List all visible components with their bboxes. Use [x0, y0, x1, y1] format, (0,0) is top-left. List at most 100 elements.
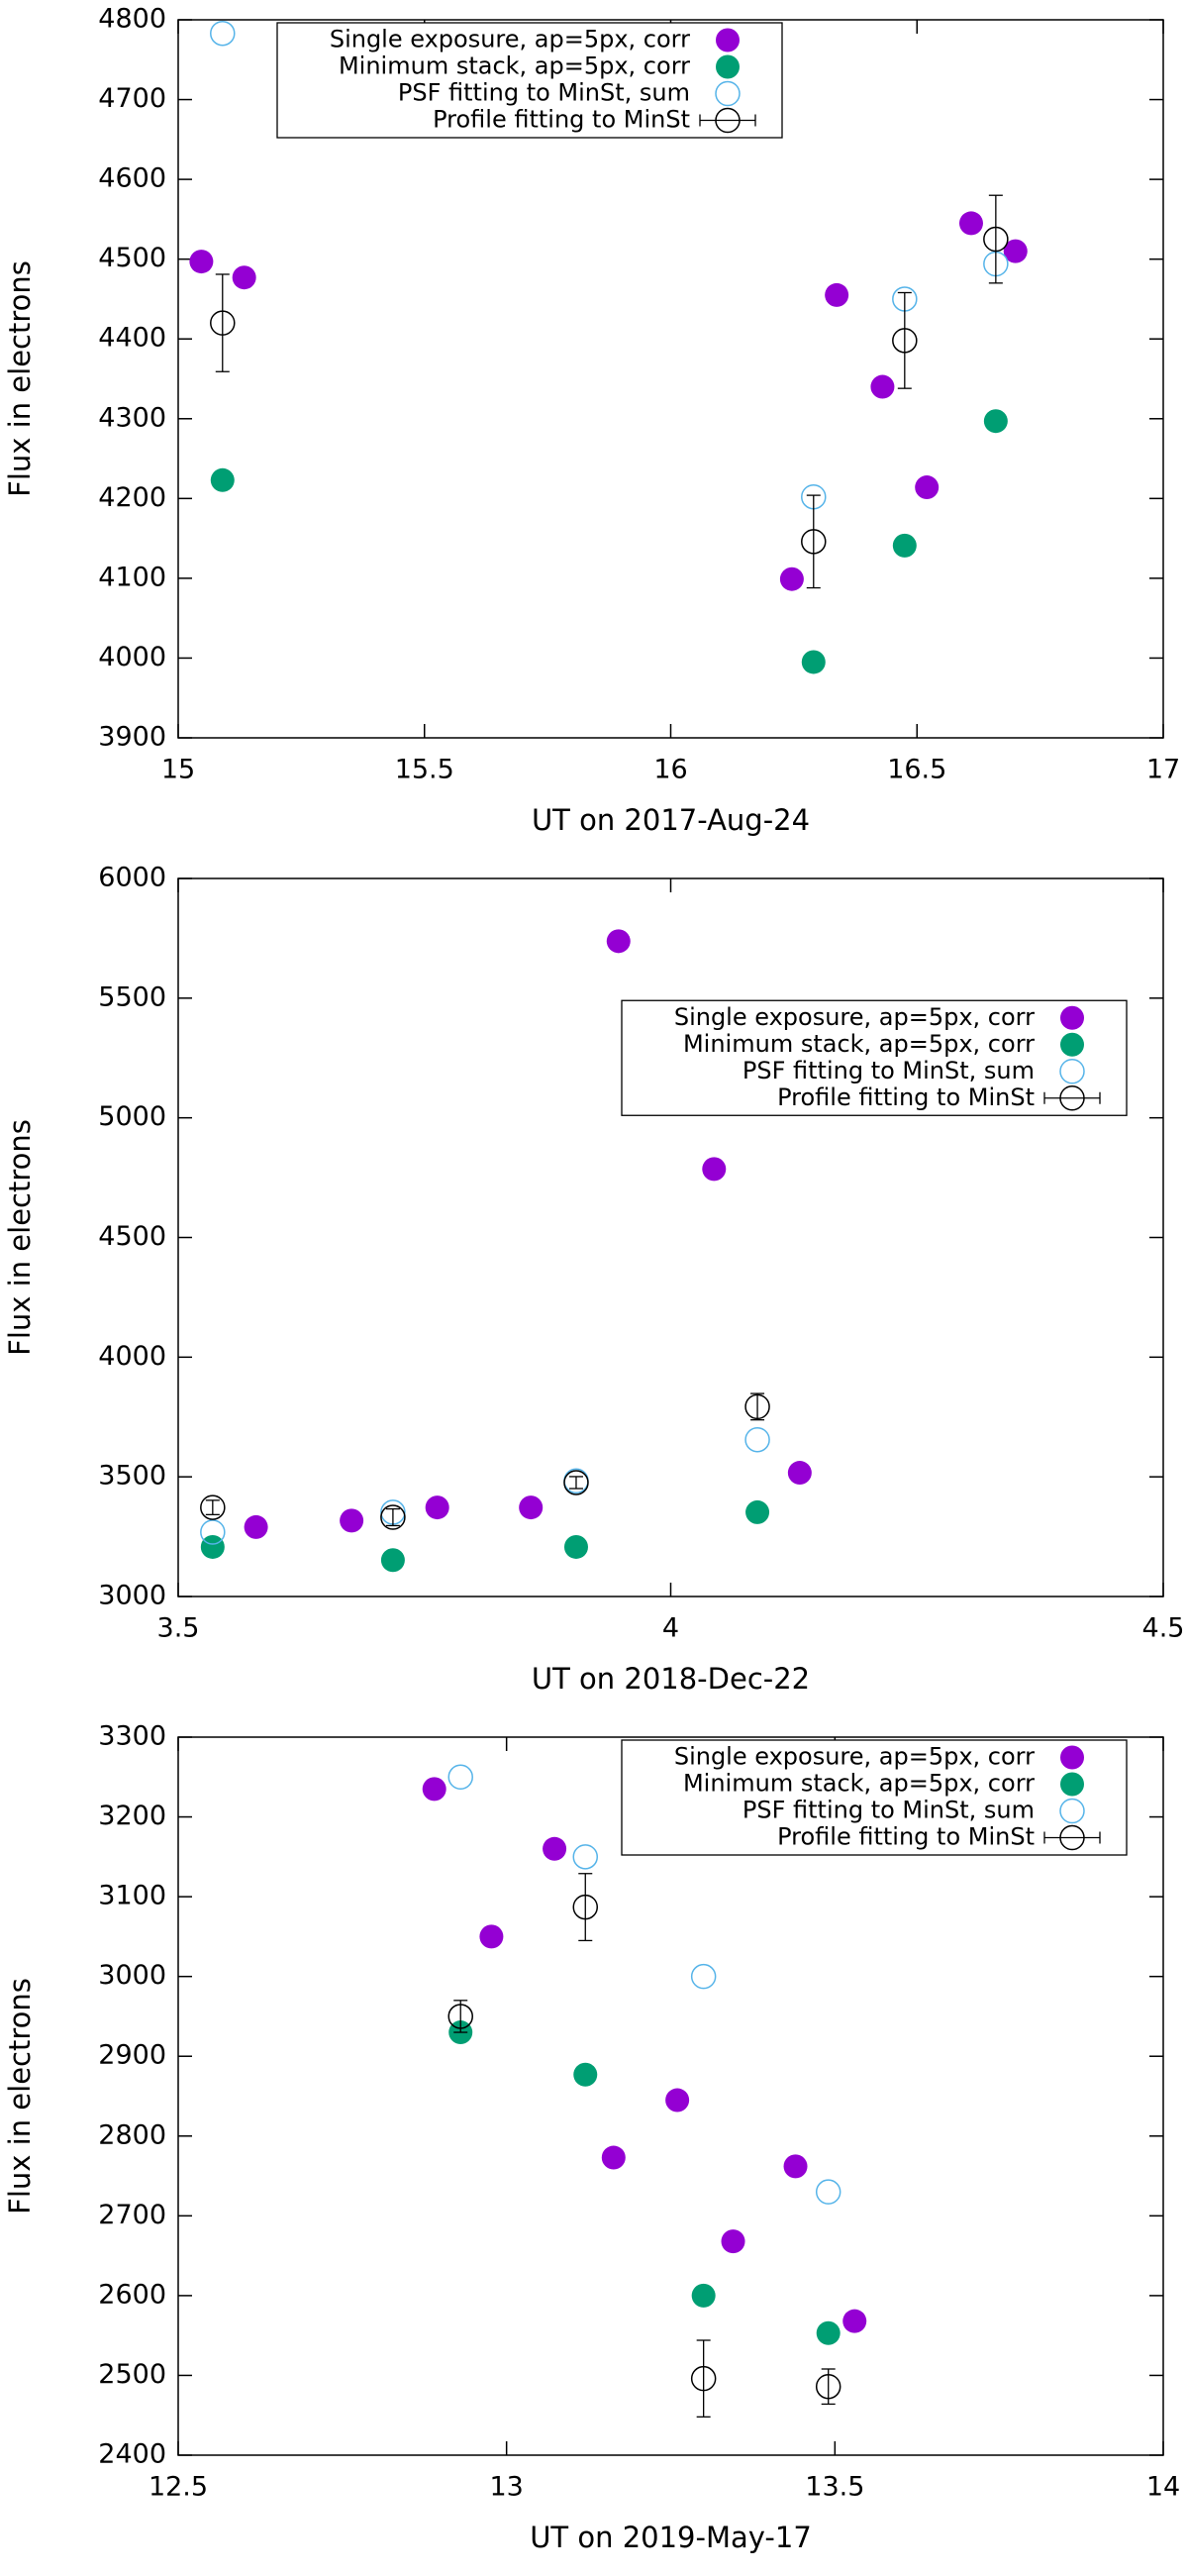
x-tick-label: 15.5 — [395, 755, 454, 785]
data-point — [745, 1499, 770, 1524]
data-point — [573, 2062, 598, 2087]
y-tick-label: 4700 — [98, 83, 166, 114]
x-tick-label: 12.5 — [148, 2472, 208, 2503]
data-point — [1003, 239, 1028, 263]
x-tick-label: 4.5 — [1142, 1613, 1185, 1644]
data-point — [665, 2088, 690, 2112]
data-point — [425, 1495, 449, 1520]
data-point — [210, 20, 236, 47]
chart-panel: 12.5 13 13.5 14 2400 2500 2600 2700 2800 2900 3000… — [3, 1721, 1180, 2555]
data-point — [447, 1764, 473, 1791]
data-point — [801, 650, 826, 674]
y-tick-label: 2600 — [98, 2279, 166, 2310]
legend-label: Profile fitting to MinSt — [433, 106, 690, 134]
error-bar — [563, 1470, 589, 1495]
data-point — [244, 1514, 268, 1539]
legend-label: Minimum stack, ap=5px, corr — [339, 52, 690, 80]
data-point — [690, 2365, 717, 2392]
legend-box — [621, 1739, 1128, 1856]
data-point — [210, 467, 235, 492]
legend-swatch — [715, 107, 741, 134]
data-point — [380, 1548, 405, 1573]
y-tick-label: 4000 — [98, 1341, 166, 1372]
data-point — [479, 1924, 504, 1949]
legend-label: PSF fitting to MinSt, sum — [742, 1797, 1035, 1824]
x-tick-label: 13.5 — [805, 2472, 864, 2503]
y-tick-label: 4600 — [98, 163, 166, 194]
data-point — [915, 475, 940, 500]
y-tick-label: 3500 — [98, 1461, 166, 1492]
legend-swatch — [1060, 1005, 1084, 1030]
data-point — [563, 1470, 589, 1495]
legend-swatch — [715, 80, 741, 107]
data-point — [779, 567, 804, 591]
error-bar — [200, 1494, 226, 1520]
data-point — [572, 1844, 599, 1870]
error-bar — [380, 1504, 406, 1530]
y-tick-label: 6000 — [98, 863, 166, 893]
legend-label: Minimum stack, ap=5px, corr — [683, 1770, 1035, 1798]
data-point — [572, 1894, 599, 1920]
legend-label: PSF fitting to MinSt, sum — [742, 1057, 1035, 1084]
data-point — [744, 1426, 770, 1453]
error-bar — [815, 2368, 842, 2406]
error-bar — [801, 494, 827, 589]
x-tick-label: 16.5 — [887, 755, 946, 785]
error-bar — [447, 2000, 473, 2033]
x-tick-label: 14 — [1146, 2472, 1180, 2503]
y-tick-label: 2800 — [98, 2119, 166, 2150]
y-tick-label: 3200 — [98, 1801, 166, 1831]
error-bar — [572, 1873, 599, 1942]
x-axis-label: UT on 2019-May-17 — [530, 2521, 812, 2554]
y-tick-label: 4800 — [98, 4, 166, 35]
data-point — [983, 226, 1009, 253]
y-tick-label: 5500 — [98, 981, 166, 1012]
data-point — [842, 2309, 867, 2333]
error-bar — [210, 273, 236, 372]
legend-label: Single exposure, ap=5px, corr — [330, 26, 690, 53]
x-axis-label: UT on 2018-Dec-22 — [532, 1662, 810, 1696]
legend-box — [621, 999, 1128, 1116]
data-point — [210, 310, 236, 336]
data-point — [380, 1504, 406, 1530]
legend-label: Single exposure, ap=5px, corr — [674, 1743, 1035, 1771]
legend-swatch — [716, 28, 740, 52]
legend-swatch — [716, 54, 740, 79]
data-point — [200, 1534, 225, 1559]
x-tick-label: 17 — [1146, 755, 1180, 785]
y-tick-label: 4200 — [98, 482, 166, 513]
legend-swatch — [1059, 1085, 1085, 1111]
y-axis-label: Flux in electrons — [3, 1119, 37, 1356]
data-point — [447, 2004, 473, 2029]
data-point — [422, 1777, 446, 1802]
y-tick-label: 4500 — [98, 1221, 166, 1252]
data-point — [783, 2154, 808, 2179]
data-point — [801, 529, 827, 555]
error-bar — [983, 194, 1009, 284]
data-point — [340, 1508, 364, 1533]
legend-label: PSF fitting to MinSt, sum — [398, 79, 690, 107]
y-tick-label: 4300 — [98, 402, 166, 433]
y-tick-label: 5000 — [98, 1101, 166, 1132]
legend-swatch — [1059, 1824, 1085, 1851]
x-axis-label: UT on 2017-Aug-24 — [532, 803, 810, 837]
data-point — [892, 533, 917, 558]
data-point — [815, 2373, 842, 2400]
legend-swatch — [1059, 1798, 1085, 1824]
y-axis-label: Flux in electrons — [3, 260, 37, 497]
x-tick-label: 16 — [653, 755, 687, 785]
legend-label: Single exposure, ap=5px, corr — [674, 1003, 1035, 1031]
data-point — [189, 250, 214, 274]
y-tick-label: 3000 — [98, 1581, 166, 1611]
y-axis-label: Flux in electrons — [3, 1978, 37, 2215]
y-tick-label: 4100 — [98, 562, 166, 592]
data-point — [200, 1494, 226, 1520]
data-point — [691, 2283, 716, 2308]
y-tick-label: 4500 — [98, 243, 166, 273]
x-tick-label: 4 — [662, 1613, 679, 1644]
error-bar — [744, 1392, 770, 1421]
data-point — [232, 265, 256, 290]
